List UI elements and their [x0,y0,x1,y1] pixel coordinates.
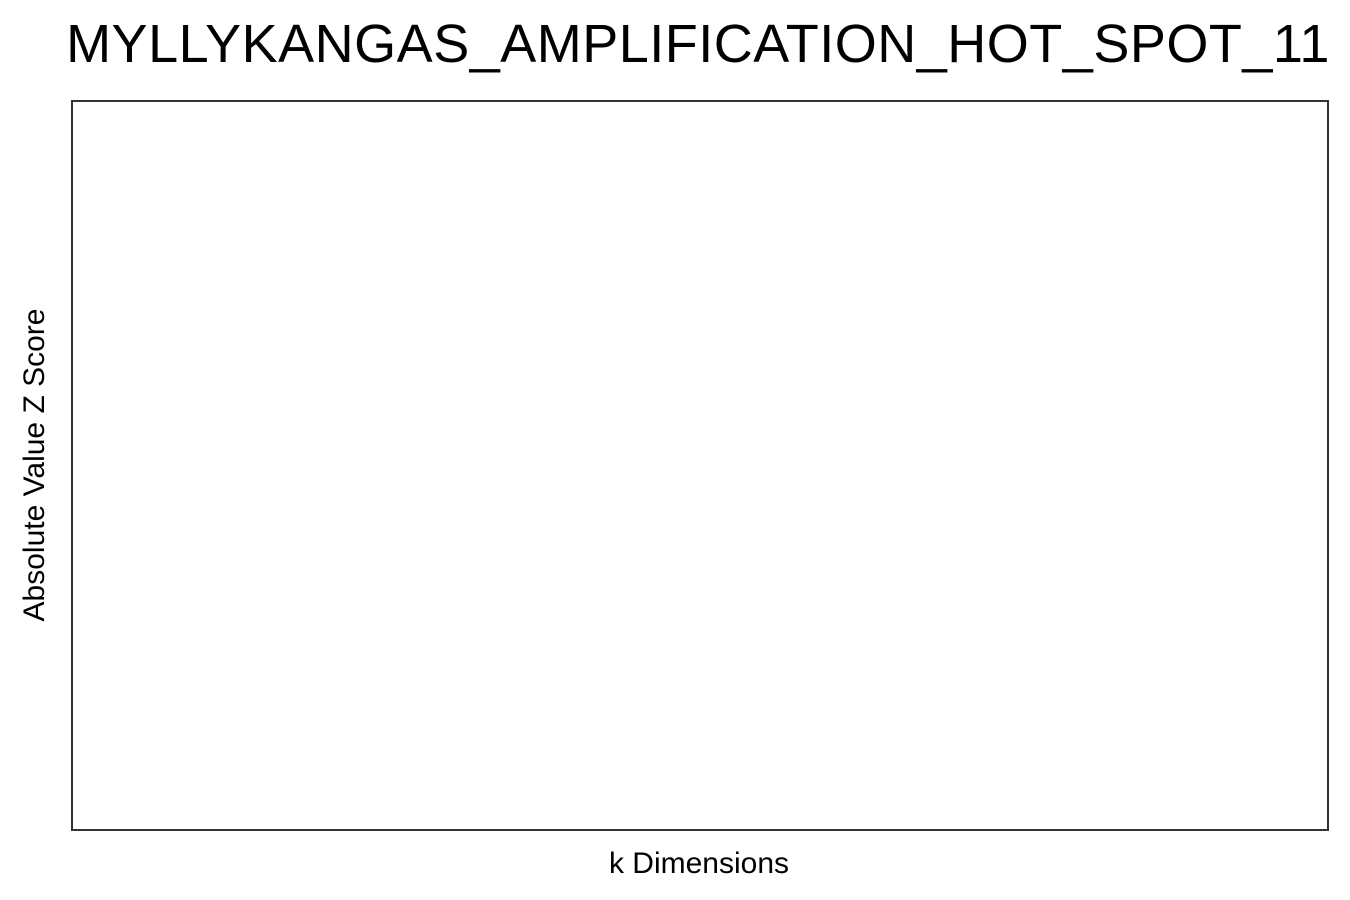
chart-title: MYLLYKANGAS_AMPLIFICATION_HOT_SPOT_11 [66,14,1330,74]
y-axis-label: Absolute Value Z Score [18,308,51,622]
x-axis-label: k Dimensions [608,847,790,880]
plot-area [71,100,1329,831]
